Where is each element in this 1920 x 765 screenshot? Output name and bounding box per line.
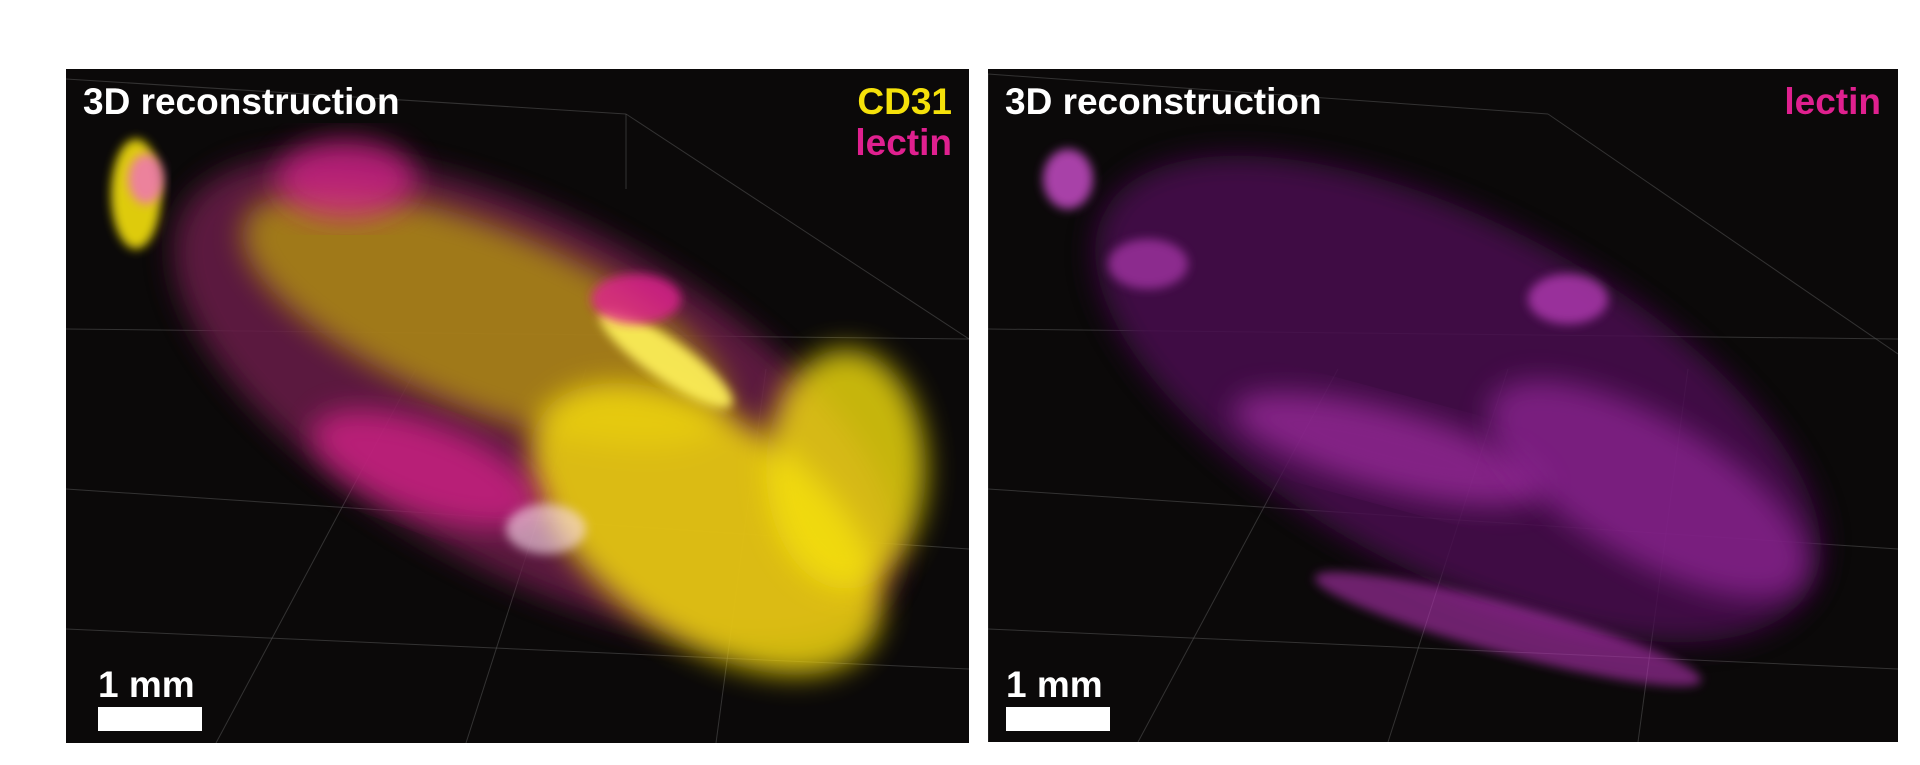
tissue-render — [1043, 149, 1821, 687]
panel-title: 3D reconstruction — [83, 81, 400, 122]
scale-bar-label: 1 mm — [98, 664, 195, 705]
channel-label: CD31 — [857, 81, 952, 122]
panel-merged: 3D reconstruction CD31 lectin 1 mm — [66, 69, 969, 743]
channel-label: lectin — [855, 122, 952, 163]
panel-lectin: 3D reconstruction lectin 1 mm — [988, 69, 1898, 742]
scale-bar-label: 1 mm — [1006, 664, 1103, 705]
scale-bar — [1006, 707, 1110, 731]
channel-label: lectin — [1784, 81, 1881, 122]
scale-bar — [98, 707, 202, 731]
panel-title: 3D reconstruction — [1005, 81, 1322, 122]
tissue-render — [111, 139, 926, 675]
